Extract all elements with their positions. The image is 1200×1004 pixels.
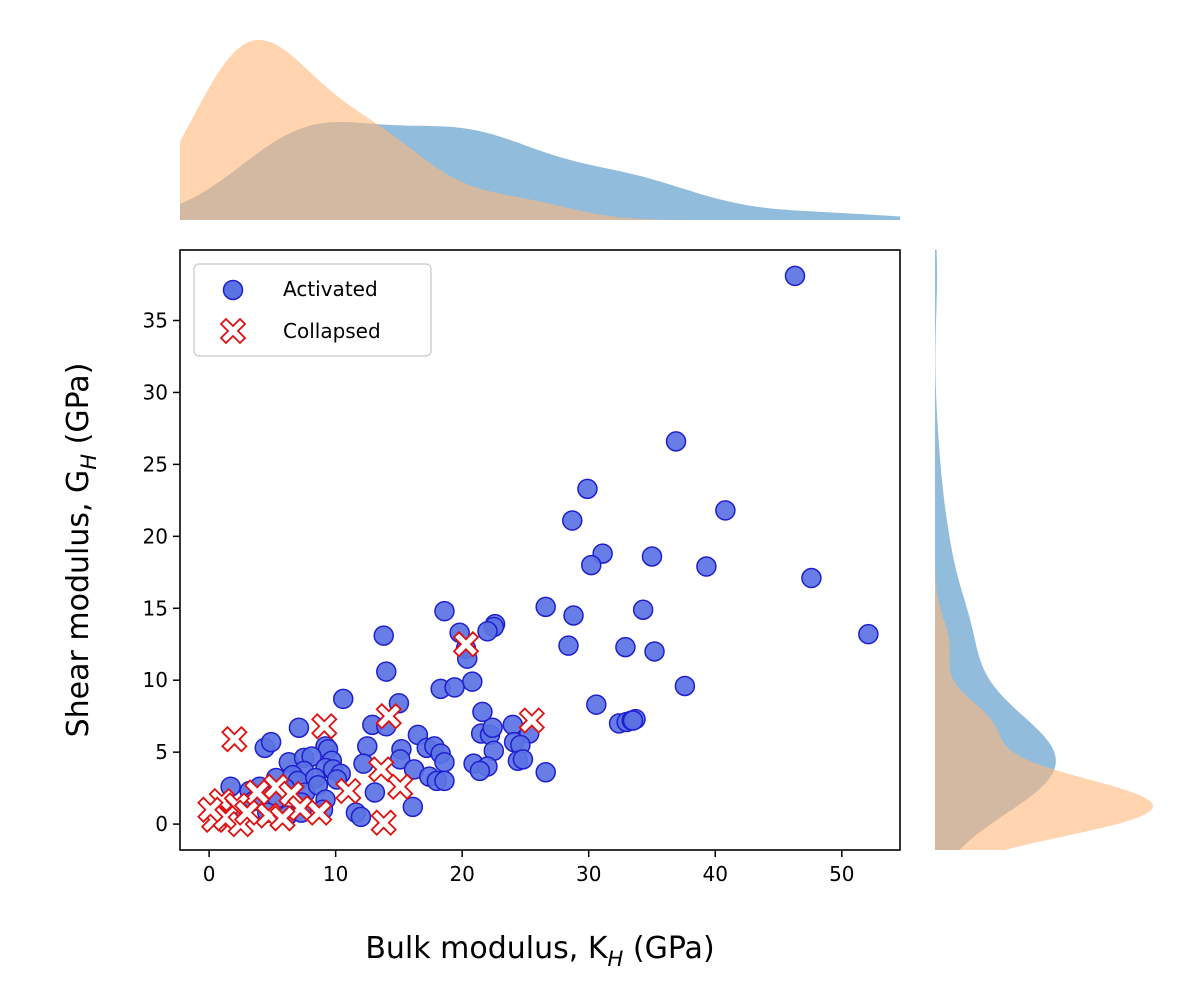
activated-point — [665, 431, 687, 452]
activated-point — [350, 806, 372, 828]
x-axis-ticks: 0 10 20 30 40 50 — [203, 850, 855, 886]
activated-point — [434, 751, 455, 773]
right-kde-collapsed — [935, 250, 1153, 850]
collapsed-point — [311, 713, 338, 740]
collapsed-point — [375, 702, 403, 730]
y-tick-label: 35 — [143, 309, 168, 333]
collapsed-point — [370, 809, 397, 836]
collapsed-point — [386, 773, 414, 800]
activated-point — [580, 554, 602, 576]
activated-point — [563, 605, 584, 626]
collapsed-point — [335, 777, 362, 805]
x-tick-label: 20 — [449, 862, 474, 886]
right-marginal-kde — [935, 250, 1153, 850]
activated-point — [577, 478, 598, 500]
activated-point — [715, 500, 736, 521]
x-tick-label: 50 — [829, 862, 854, 886]
collapsed-point — [233, 799, 261, 826]
activated-point — [641, 546, 663, 567]
activated-point — [288, 717, 310, 738]
activated-point — [376, 661, 397, 682]
legend-marker-collapsed — [219, 317, 247, 345]
legend-label-collapsed: Collapsed — [283, 319, 381, 343]
top-marginal-kde — [180, 40, 900, 220]
x-tick-label: 10 — [323, 862, 348, 886]
activated-point — [444, 677, 465, 698]
activated-point — [644, 641, 665, 662]
x-tick-label: 30 — [576, 862, 601, 886]
activated-point — [482, 717, 503, 738]
top-kde-collapsed — [180, 40, 900, 220]
y-tick-label: 25 — [143, 452, 168, 476]
collapsed-point — [269, 805, 296, 832]
collapsed-point — [305, 799, 333, 826]
activated-point — [622, 710, 644, 731]
activated-point — [858, 623, 879, 645]
x-tick-label: 40 — [703, 862, 728, 886]
activated-point — [469, 760, 491, 782]
y-tick-label: 0 — [155, 812, 168, 836]
y-axis-ticks: 0 5 10 15 20 25 30 35 — [143, 309, 180, 836]
activated-point — [364, 782, 386, 803]
activated-point — [615, 636, 636, 658]
y-axis-label: Shear modulus, GH (GPa) — [61, 363, 101, 738]
activated-point — [434, 600, 455, 622]
activated-point — [472, 701, 493, 723]
legend: Activated Collapsed — [193, 263, 432, 357]
activated-point — [784, 265, 806, 287]
activated-point — [562, 510, 583, 531]
collapsed-point — [452, 630, 480, 658]
collapsed-point — [197, 796, 224, 823]
scatter-points — [197, 265, 879, 838]
legend-label-activated: Activated — [283, 277, 378, 301]
collapsed-point — [518, 707, 546, 734]
y-tick-label: 15 — [143, 596, 168, 620]
x-axis-label: Bulk modulus, KH (GPa) — [365, 931, 714, 971]
y-tick-label: 10 — [143, 668, 168, 692]
activated-point — [373, 625, 394, 646]
activated-point — [674, 675, 696, 697]
activated-point — [477, 621, 498, 642]
activated-point — [535, 596, 556, 618]
activated-point — [260, 731, 282, 753]
x-tick-label: 0 — [203, 862, 216, 886]
activated-point — [558, 635, 579, 656]
activated-point — [402, 796, 424, 818]
y-tick-label: 5 — [155, 740, 168, 764]
activated-point — [586, 694, 607, 715]
activated-point — [462, 671, 483, 692]
activated-point — [535, 762, 556, 783]
activated-point — [632, 599, 654, 620]
legend-marker-activated — [222, 279, 244, 301]
activated-point — [512, 749, 534, 770]
activated-point — [434, 770, 455, 792]
activated-point — [357, 736, 378, 757]
activated-point — [332, 688, 354, 710]
plot-frame — [179, 249, 901, 851]
y-tick-label: 20 — [143, 524, 168, 548]
collapsed-point — [221, 725, 248, 753]
legend-box — [193, 263, 432, 357]
y-tick-label: 30 — [143, 380, 168, 404]
activated-point — [801, 567, 822, 589]
activated-point — [696, 556, 717, 577]
